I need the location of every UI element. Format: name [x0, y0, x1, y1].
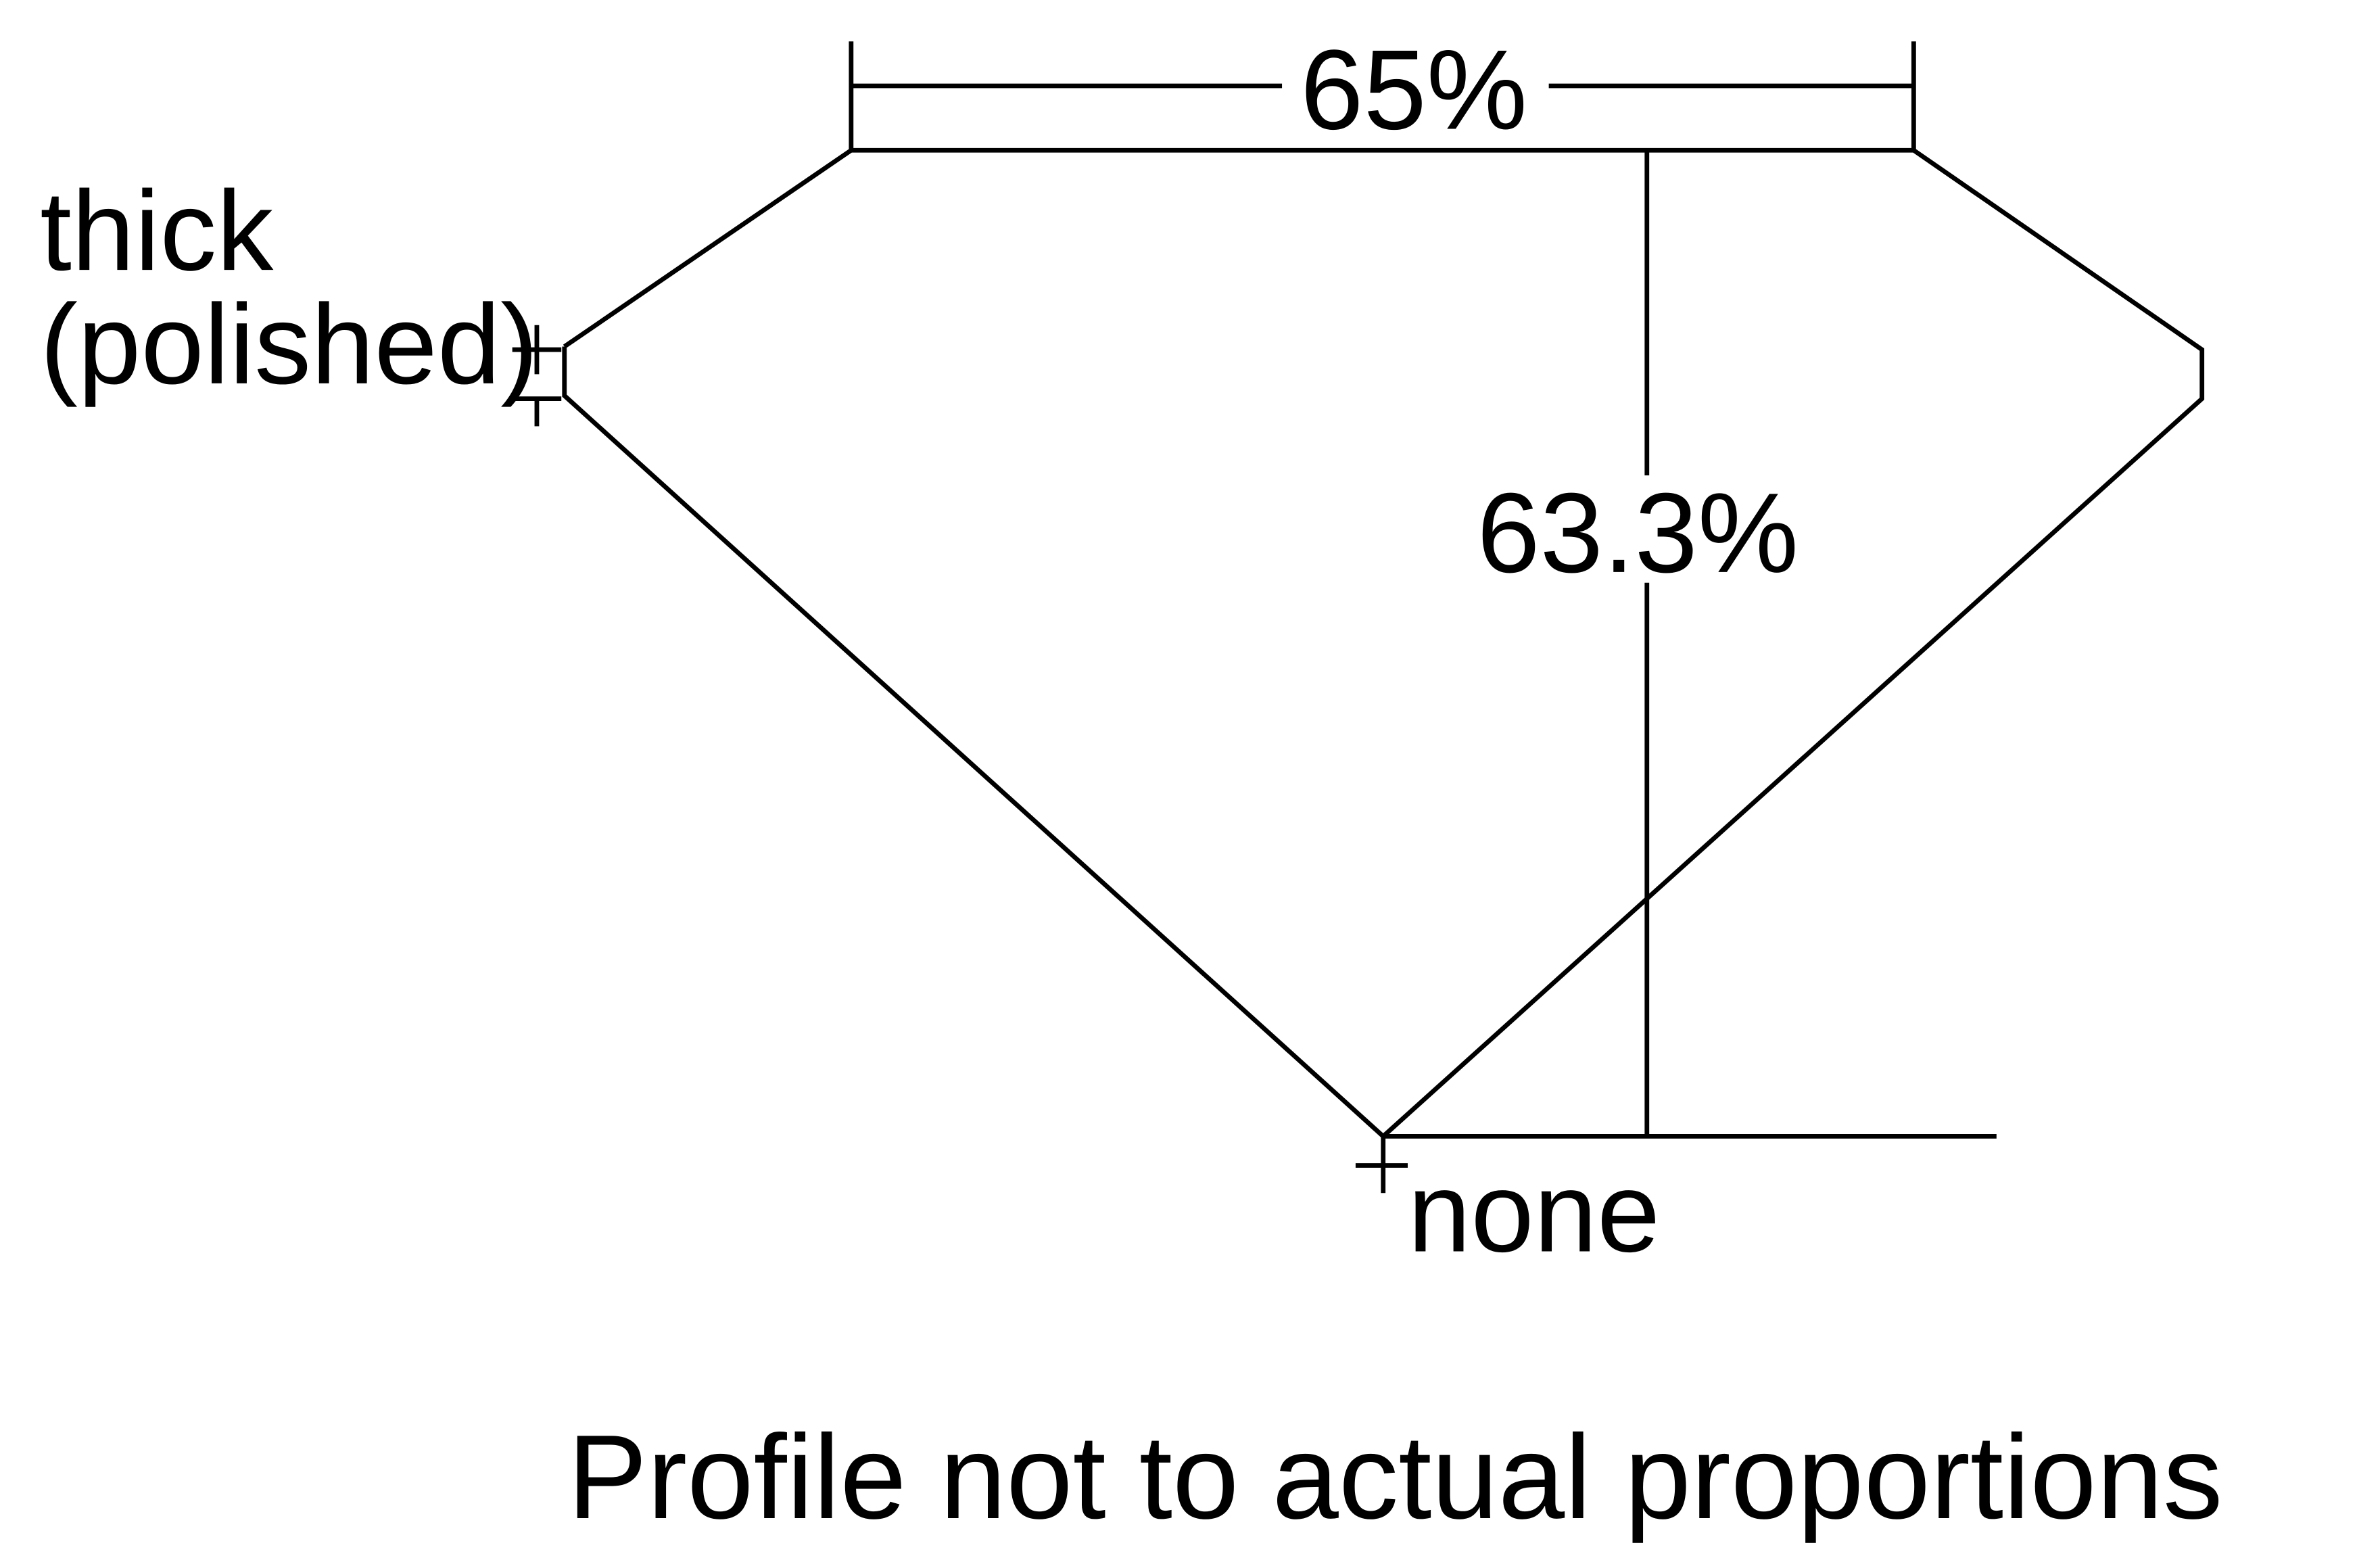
- depth-dimension: 63.3%: [1383, 150, 1997, 1139]
- crown-outline: [562, 147, 2205, 1139]
- footnote: Profile not to actual proportions: [567, 1411, 2222, 1544]
- depth-percent-label: 63.3%: [1477, 469, 1799, 596]
- girdle-label-line2: (polished): [40, 281, 538, 408]
- girdle-label-line1: thick: [40, 167, 274, 294]
- table-dimension: 65%: [849, 26, 1916, 153]
- diamond-outline: [562, 147, 2205, 1139]
- table-percent-label: 65%: [1300, 26, 1527, 153]
- girdle-top-cross-icon: [512, 325, 562, 375]
- girdle-markers: [512, 325, 1408, 1194]
- girdle-bottom-cross-icon: [512, 396, 562, 427]
- culet-cross-icon: [1355, 1136, 1408, 1194]
- culet-label: none: [1408, 1148, 1660, 1275]
